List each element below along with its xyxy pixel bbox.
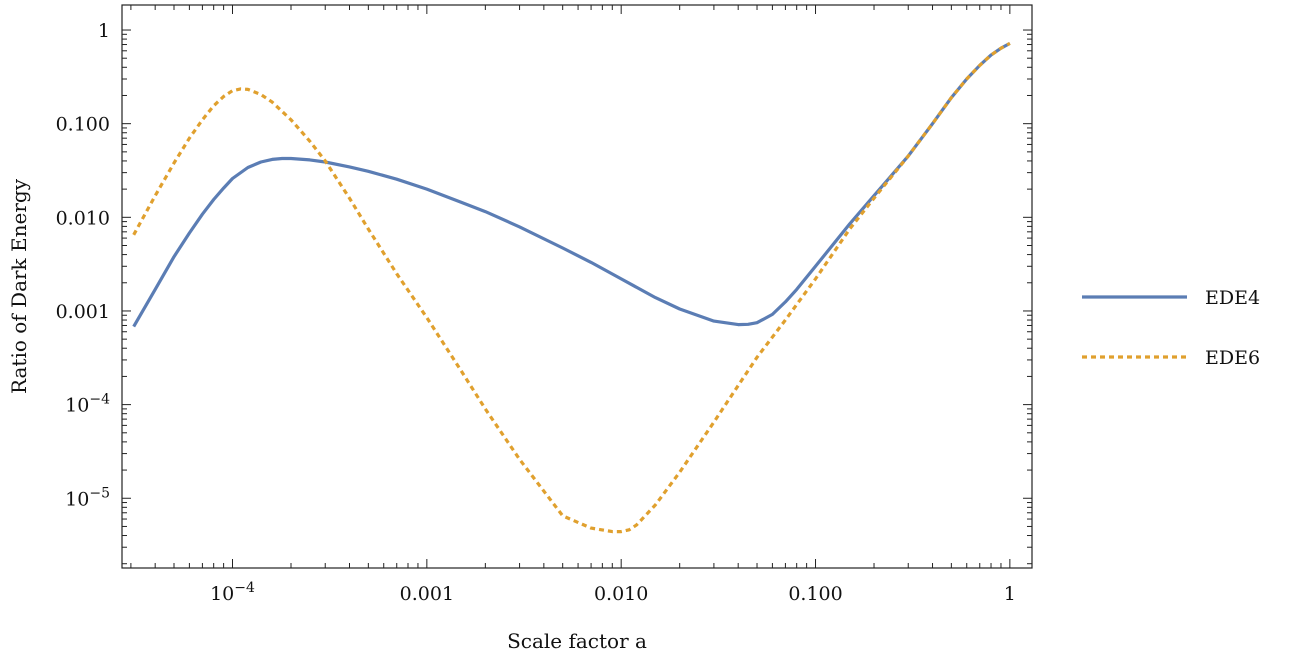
legend-label-ede4: EDE4 bbox=[1205, 287, 1260, 309]
x-tick-label: 1 bbox=[1004, 583, 1016, 605]
legend-label-ede6: EDE6 bbox=[1205, 347, 1260, 369]
y-tick-label: 10−5 bbox=[65, 485, 110, 510]
y-axis: 10−5 10−4 0.001 0.010 0.100 1 bbox=[56, 20, 1032, 565]
x-tick-label: 10−4 bbox=[210, 580, 255, 605]
x-tick-label: 0.100 bbox=[788, 583, 842, 605]
y-tick-label: 0.001 bbox=[56, 301, 110, 323]
y-axis-label: Ratio of Dark Energy bbox=[7, 178, 31, 394]
x-axis-label: Scale factor a bbox=[507, 629, 647, 653]
y-tick-label: 0.100 bbox=[56, 114, 110, 136]
y-tick-label: 1 bbox=[98, 20, 110, 42]
series-line-ede6 bbox=[132, 41, 1011, 534]
x-axis: 10−4 0.001 0.010 0.100 1 bbox=[130, 5, 1016, 605]
x-tick-label: 0.010 bbox=[594, 583, 648, 605]
x-tick-label: 0.001 bbox=[400, 583, 454, 605]
y-tick-label: 0.010 bbox=[56, 207, 110, 229]
plot-frame bbox=[121, 4, 1033, 569]
legend: EDE4 EDE6 bbox=[1082, 287, 1260, 369]
y-tick-label: 10−4 bbox=[65, 392, 110, 417]
series-line-ede4 bbox=[132, 41, 1011, 328]
series-layer bbox=[132, 41, 1011, 534]
